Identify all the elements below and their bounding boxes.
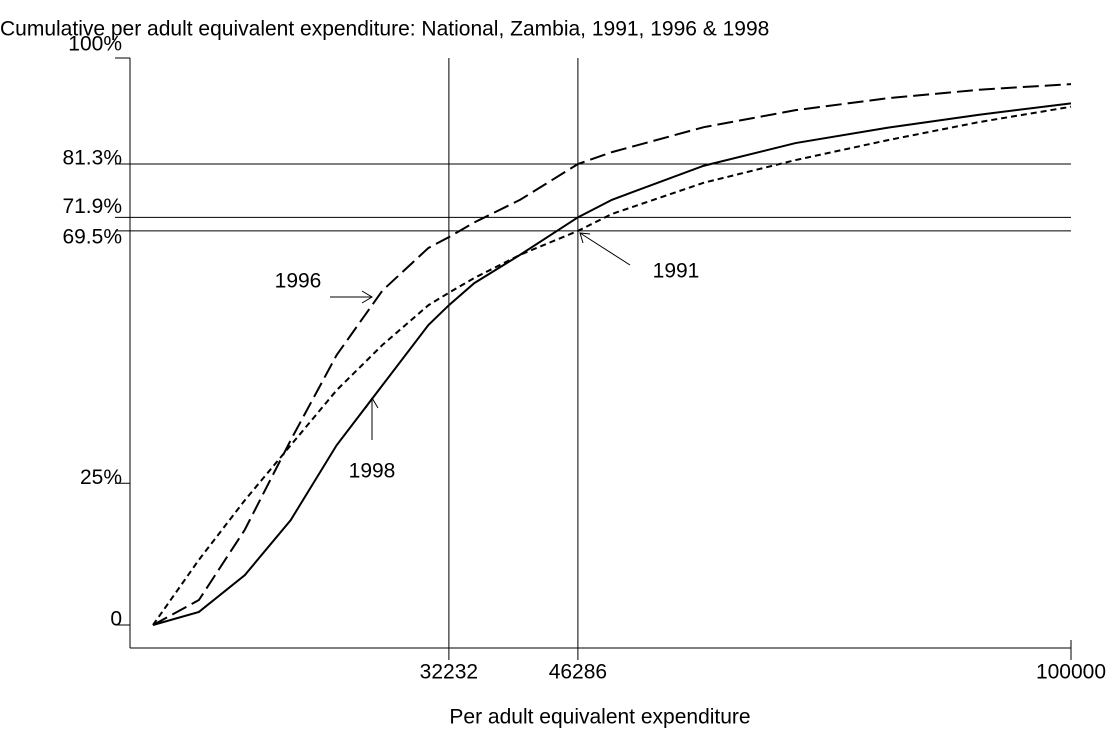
series-label: 1991 xyxy=(653,260,700,283)
x-axis-label: Per adult equivalent expenditure xyxy=(449,706,750,729)
series-label: 1998 xyxy=(349,460,396,483)
chart-title: Cumulative per adult equivalent expendit… xyxy=(0,18,769,41)
y-tick-label: 69.5% xyxy=(62,225,122,248)
arrow-1991 xyxy=(579,232,631,266)
x-tick-label: 100000 xyxy=(1036,661,1106,684)
annotation-arrows xyxy=(330,232,631,440)
series-line xyxy=(152,83,1072,626)
x-tick-label: 32232 xyxy=(420,661,478,684)
y-tick-label: 100% xyxy=(68,33,122,56)
series-line xyxy=(152,105,1072,626)
y-tick-label: 0 xyxy=(110,608,122,631)
y-tick-label: 25% xyxy=(80,466,122,489)
x-tick-label: 46286 xyxy=(549,661,607,684)
arrow-1996 xyxy=(330,290,373,304)
series-line xyxy=(152,102,1072,626)
series-label: 1996 xyxy=(275,270,322,293)
y-tick-label: 81.3% xyxy=(62,147,122,170)
y-tick-label: 71.9% xyxy=(62,195,122,218)
